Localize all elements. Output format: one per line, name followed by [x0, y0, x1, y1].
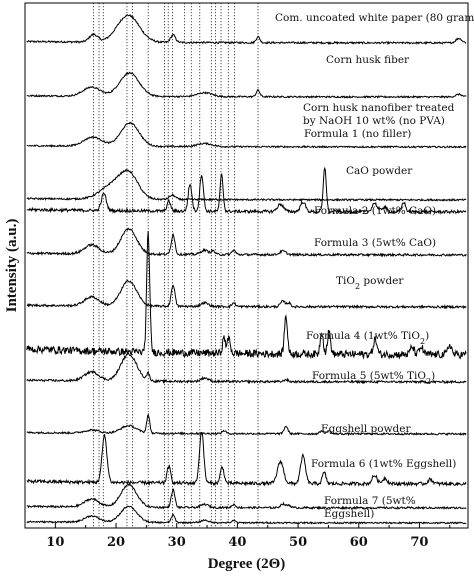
series-label-6: Formula 2 (1wt% CaO): [314, 205, 436, 217]
x-axis-label: Degree (2Θ): [208, 556, 286, 572]
series-label-5: CaO powder: [346, 165, 413, 177]
trace-12: [26, 483, 467, 511]
trace-6: [26, 227, 467, 258]
series-labels: Com. uncoated white paper (80 grams) Corn…: [275, 12, 474, 520]
series-label-12: Formula 6 (1wt% Eggshell): [311, 458, 456, 470]
x-tick-label-50: 50: [289, 535, 307, 550]
series-label-4: Formula 1 (no filler): [304, 128, 411, 140]
plot-frame: [24, 2, 469, 529]
trace-7: [26, 279, 467, 310]
series-label-3-line1: Corn husk nanofiber treated: [303, 102, 455, 114]
series-label-1: Com. uncoated white paper (80 grams): [275, 12, 474, 24]
x-tick-label-30: 30: [168, 535, 186, 550]
series-label-9: Formula 4 (1wt% TiO2): [306, 330, 429, 346]
y-axis-label: Intensity (a.u.): [4, 219, 20, 313]
series-label-13-line2: Eggshell): [324, 508, 374, 520]
x-tick-label-20: 20: [107, 535, 125, 550]
x-tick-label-40: 40: [228, 535, 246, 550]
reference-lines: [93, 3, 259, 528]
traces: [26, 14, 467, 525]
trace-10: [26, 412, 467, 437]
trace-5: [26, 166, 467, 216]
series-label-11: Eggshell powder: [321, 423, 411, 435]
series-label-10: Formula 5 (5wt% TiO2): [312, 370, 435, 386]
x-axis-ticks: 10 20 30 40 50 60 70: [46, 523, 451, 550]
series-label-3-line2: by NaOH 10 wt% (no PVA): [303, 115, 445, 127]
trace-9: [26, 352, 467, 385]
x-tick-label-10: 10: [46, 535, 64, 550]
trace-1: [26, 14, 467, 46]
trace-11: [26, 431, 467, 488]
series-label-8: TiO2 powder: [336, 275, 404, 291]
trace-3: [26, 121, 467, 149]
series-label-13-line1: Formula 7 (5wt%: [324, 495, 416, 507]
trace-4: [26, 168, 467, 202]
trace-2: [26, 71, 467, 99]
series-label-2: Corn husk fiber: [326, 54, 410, 66]
series-label-7: Formula 3 (5wt% CaO): [314, 237, 436, 249]
trace-13: [26, 505, 467, 525]
x-tick-label-70: 70: [410, 535, 428, 550]
x-tick-label-60: 60: [350, 535, 368, 550]
trace-8: [26, 231, 467, 360]
